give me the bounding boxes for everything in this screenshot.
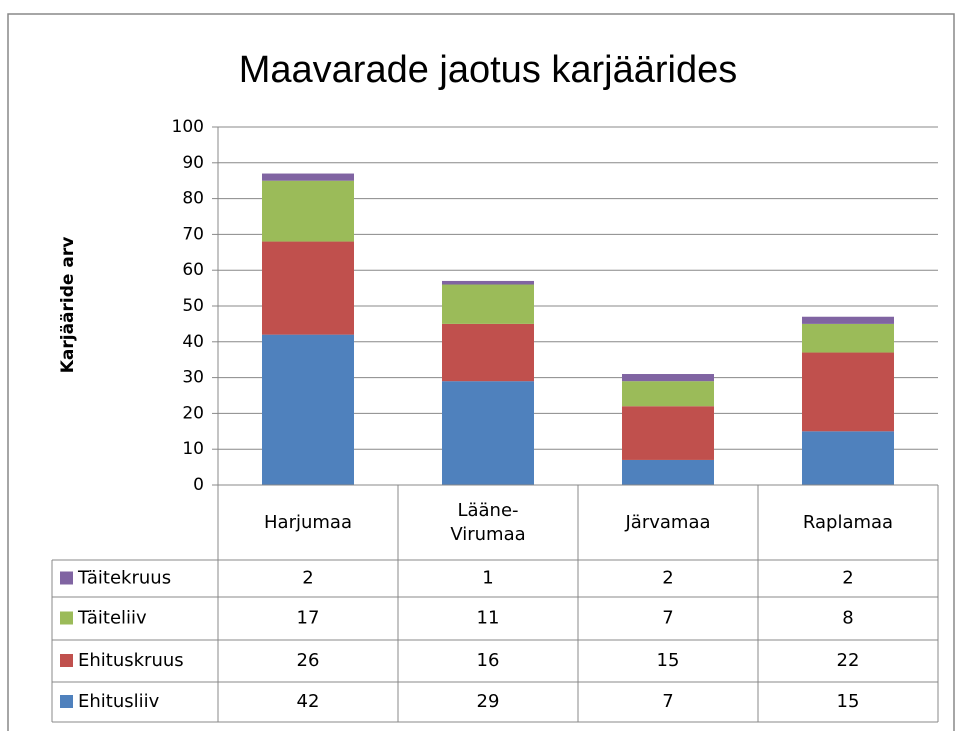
data-label: 1 xyxy=(482,568,493,589)
y-tick-label: 70 xyxy=(182,224,204,244)
bar-segment xyxy=(262,241,354,335)
legend-label: Ehituskruus xyxy=(78,650,184,671)
chart-title: Maavarade jaotus karjäärides xyxy=(239,49,738,91)
data-label: 29 xyxy=(477,691,500,712)
legend-key xyxy=(60,654,73,667)
bar-segment xyxy=(802,323,894,353)
legend-key xyxy=(60,611,73,625)
data-label: 8 xyxy=(842,608,853,629)
data-label: 7 xyxy=(662,691,673,712)
category-cell: Raplamaa xyxy=(802,511,894,533)
data-label: 22 xyxy=(837,650,860,671)
legend-key xyxy=(60,695,73,708)
y-tick-label: 40 xyxy=(182,332,204,352)
data-label: 2 xyxy=(302,568,313,589)
legend-key xyxy=(60,571,73,585)
x-tick-label: Järvamaa xyxy=(625,511,711,533)
bar-segment xyxy=(262,180,354,242)
bar-segment xyxy=(442,323,534,382)
bar-segment xyxy=(622,406,714,460)
y-axis-label: Karjääride arv xyxy=(58,237,78,374)
legend-label: Täiteliiv xyxy=(77,608,147,629)
y-tick-label: 10 xyxy=(182,439,204,459)
y-tick-label: 50 xyxy=(182,296,204,316)
category-cell: Harjumaa xyxy=(264,511,352,533)
y-tick-label: 100 xyxy=(172,117,204,137)
bar-segment xyxy=(262,334,354,485)
bar-segment xyxy=(622,374,714,382)
data-label: 16 xyxy=(477,650,500,671)
y-tick-label: 60 xyxy=(182,260,204,280)
x-tick-label: Harjumaa xyxy=(264,511,352,533)
data-label: 42 xyxy=(297,691,320,712)
bar-segment xyxy=(802,352,894,432)
data-label: 2 xyxy=(842,568,853,589)
data-label: 7 xyxy=(662,608,673,629)
y-tick-label: 0 xyxy=(193,475,204,495)
category-cell: Järvamaa xyxy=(625,511,711,533)
y-tick-label: 30 xyxy=(182,368,204,388)
data-label: 2 xyxy=(662,568,673,589)
data-label: 15 xyxy=(657,650,680,671)
bar-segment xyxy=(802,316,894,324)
bar-segment xyxy=(622,459,714,485)
data-label: 17 xyxy=(297,608,320,629)
data-label: 15 xyxy=(837,691,860,712)
bar-segment xyxy=(442,280,534,285)
data-label: 11 xyxy=(477,608,500,629)
bar-segment xyxy=(802,431,894,485)
legend-label: Ehitusliiv xyxy=(78,691,160,712)
y-tick-label: 90 xyxy=(182,153,204,173)
legend-label: Täitekruus xyxy=(77,568,171,589)
bar-segment xyxy=(262,173,354,181)
y-tick-label: 20 xyxy=(182,403,204,423)
x-tick-label: Lääne-Virumaa xyxy=(450,499,526,545)
y-tick-label: 80 xyxy=(182,189,204,209)
category-cell: Lääne-Virumaa xyxy=(450,499,526,545)
bar-segment xyxy=(442,284,534,324)
x-tick-label: Raplamaa xyxy=(802,511,894,533)
bar-segment xyxy=(442,381,534,485)
bar-segment xyxy=(622,381,714,407)
data-label: 26 xyxy=(297,650,320,671)
